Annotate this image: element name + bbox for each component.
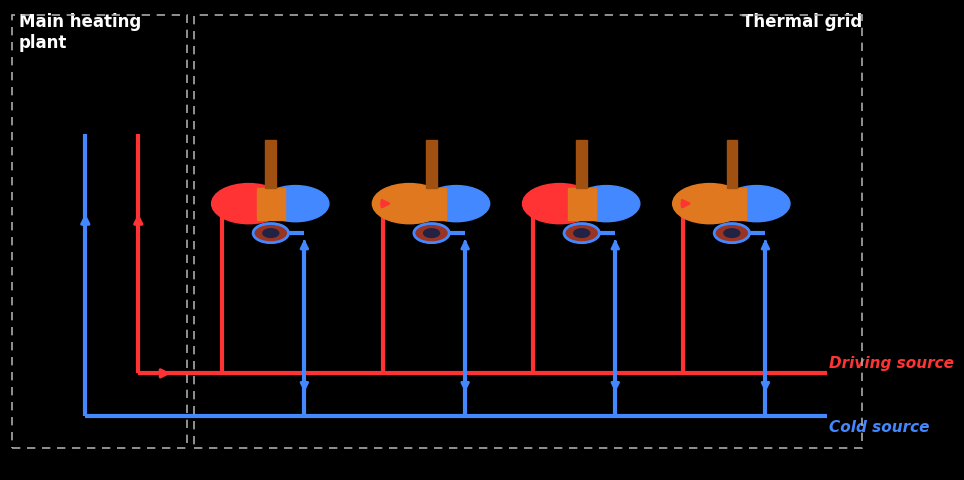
Circle shape [254, 224, 288, 243]
Circle shape [723, 186, 790, 222]
Bar [727, 141, 737, 188]
Bar [718, 188, 746, 220]
Circle shape [573, 186, 640, 222]
Circle shape [574, 229, 590, 238]
Circle shape [522, 184, 597, 224]
Text: Thermal grid: Thermal grid [742, 13, 863, 31]
Text: Main heating
plant: Main heating plant [19, 13, 142, 52]
Bar [417, 188, 445, 220]
Bar [194, 16, 862, 447]
Bar [12, 16, 187, 447]
Text: Cold source: Cold source [829, 420, 929, 434]
Text: Driving source: Driving source [829, 356, 954, 371]
Circle shape [714, 224, 750, 243]
Bar [576, 141, 587, 188]
Circle shape [372, 184, 446, 224]
Bar [256, 188, 285, 220]
Circle shape [673, 184, 747, 224]
Circle shape [564, 224, 600, 243]
Bar [568, 188, 596, 220]
Circle shape [212, 184, 285, 224]
Circle shape [263, 229, 279, 238]
Circle shape [423, 186, 490, 222]
Circle shape [724, 229, 739, 238]
Bar [265, 141, 276, 188]
Circle shape [262, 186, 329, 222]
Circle shape [414, 224, 449, 243]
Bar [426, 141, 437, 188]
Circle shape [423, 229, 440, 238]
